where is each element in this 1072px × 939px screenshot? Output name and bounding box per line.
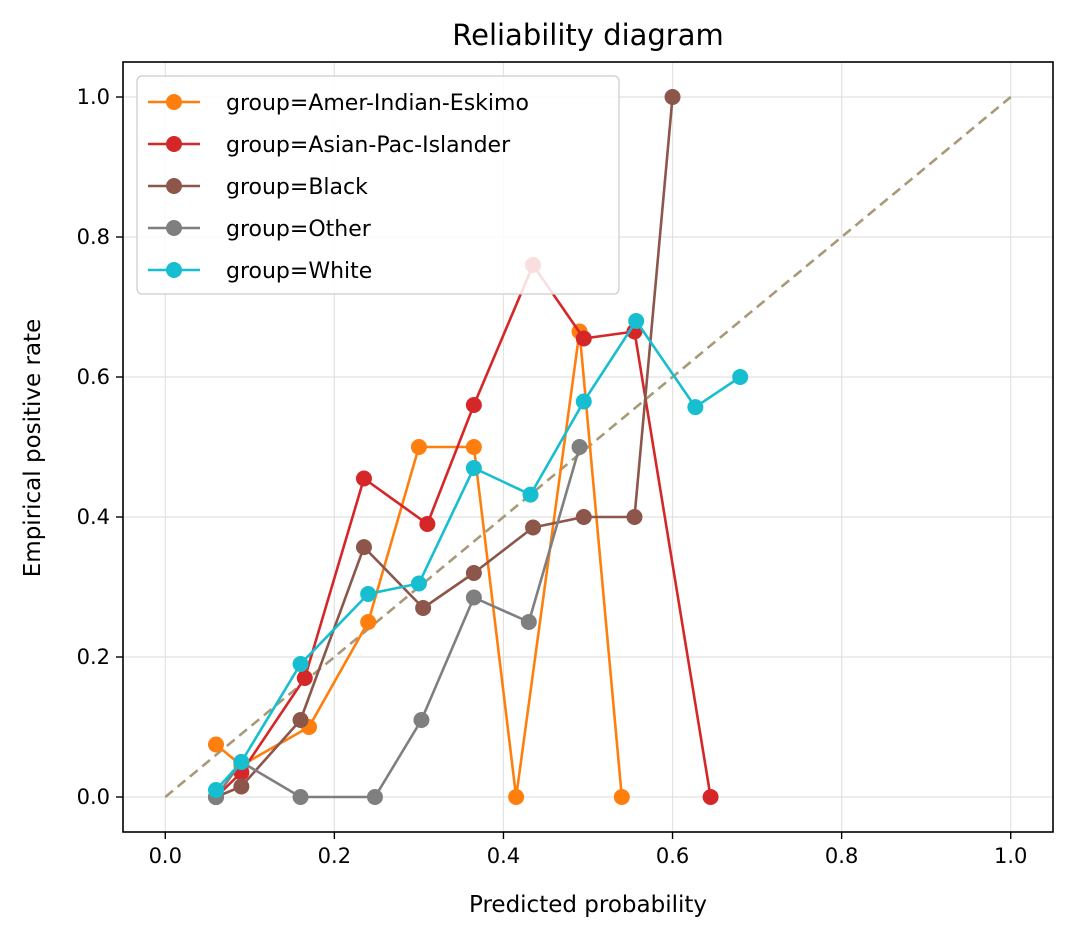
legend-label: group=Asian-Pac-Islander — [226, 133, 511, 158]
legend: group=Amer-Indian-Eskimo group=Asian-Pac-… — [136, 75, 620, 295]
legend-marker — [166, 178, 182, 194]
legend-label: group=Black — [226, 175, 368, 200]
x-axis-label: Predicted probability — [469, 892, 707, 918]
legend-marker — [166, 262, 182, 278]
data-point — [366, 789, 383, 805]
data-point — [292, 656, 309, 672]
x-tick-label: 1.0 — [994, 844, 1027, 868]
data-point — [208, 782, 224, 798]
legend-label: group=White — [226, 259, 372, 284]
data-point — [525, 519, 542, 536]
data-point — [575, 509, 592, 525]
data-point — [413, 712, 430, 728]
series-line — [214, 446, 581, 799]
y-tick-label: 0.8 — [77, 225, 110, 249]
data-point — [613, 789, 630, 805]
x-tick-label: 0.2 — [318, 844, 351, 868]
data-point — [415, 600, 432, 616]
data-point — [410, 575, 427, 592]
y-tick-label: 0.0 — [77, 785, 110, 809]
data-point — [687, 399, 704, 416]
legend-marker — [166, 136, 182, 152]
y-tick-label: 0.2 — [77, 645, 110, 669]
data-point — [410, 439, 427, 455]
legend-marker — [166, 220, 182, 236]
data-point — [626, 509, 643, 525]
y-axis-label: Empirical positive rate — [20, 319, 46, 577]
y-tick-label: 1.0 — [77, 85, 110, 109]
series-line — [215, 96, 674, 799]
data-point — [664, 89, 681, 105]
data-point — [465, 397, 482, 413]
series-group — [208, 313, 749, 798]
data-point — [465, 439, 482, 455]
data-point — [575, 330, 592, 347]
series-group — [208, 89, 749, 805]
series-group — [208, 257, 719, 805]
series-group — [208, 89, 681, 805]
data-point — [732, 369, 749, 385]
data-point — [465, 565, 482, 581]
data-point — [522, 486, 539, 503]
data-point — [628, 313, 645, 329]
data-point — [508, 789, 525, 805]
x-tick-label: 0.4 — [487, 844, 520, 868]
x-tick-label: 0.8 — [825, 844, 858, 868]
series-group — [208, 323, 630, 805]
data-point — [465, 460, 482, 476]
data-point — [296, 670, 313, 686]
x-tick-label: 0.6 — [656, 844, 689, 868]
x-tick-label: 0.0 — [149, 844, 182, 868]
data-point — [292, 789, 309, 805]
data-point — [355, 539, 372, 556]
series-line — [215, 263, 712, 798]
data-point — [355, 470, 372, 487]
chart-title: Reliability diagram — [452, 18, 724, 52]
y-tick-label: 0.4 — [77, 505, 110, 529]
data-point — [465, 589, 482, 606]
legend-label: group=Amer-Indian-Eskimo — [226, 91, 529, 116]
data-point — [571, 439, 588, 455]
ticks: 0.0 0.2 0.4 0.6 0.8 1.0 0.0 0.2 0.4 0.6 0.8 1.0 — [77, 85, 1028, 868]
y-tick-label: 0.6 — [77, 365, 110, 389]
data-point — [702, 789, 719, 805]
data-point — [208, 736, 224, 753]
data-point — [575, 393, 592, 410]
data-point — [360, 614, 377, 630]
legend-label: group=Other — [226, 217, 372, 242]
legend-marker — [166, 94, 182, 110]
data-point — [292, 712, 309, 728]
legend-box — [136, 75, 620, 295]
data-point — [419, 516, 436, 532]
plot-area-frame — [122, 61, 1054, 833]
data-point — [520, 614, 537, 630]
data-point — [233, 778, 250, 795]
data-point — [233, 754, 250, 770]
data-point — [360, 586, 377, 602]
